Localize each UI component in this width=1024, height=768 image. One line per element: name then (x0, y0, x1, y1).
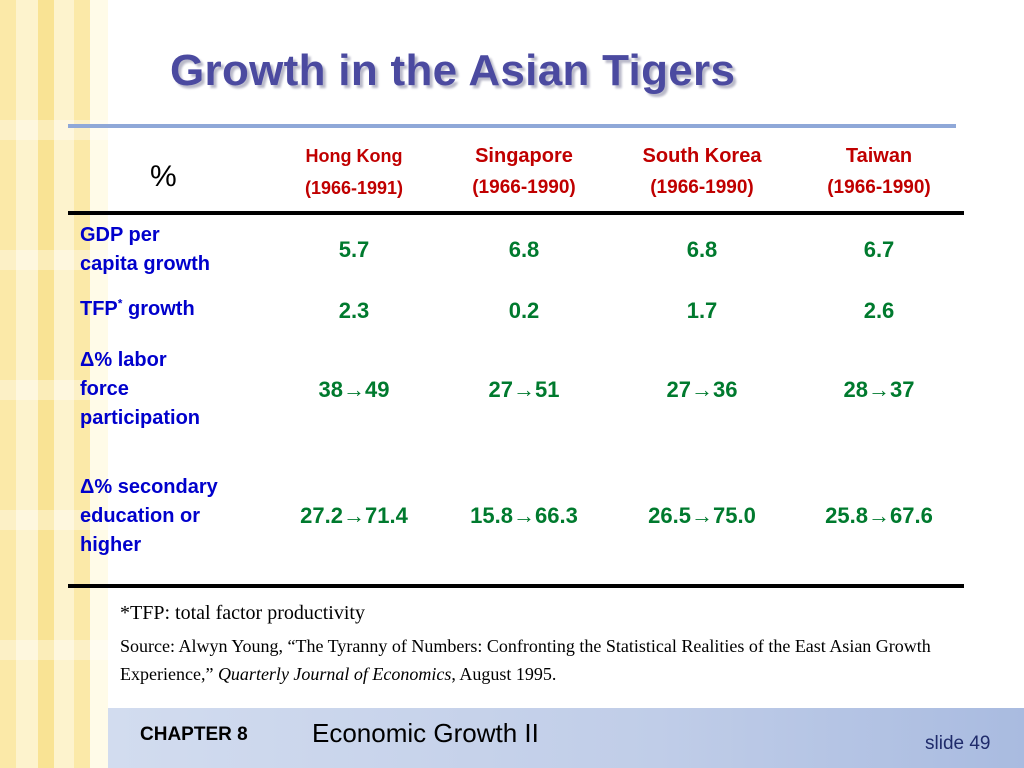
column-name: Hong Kong (305, 146, 403, 166)
chapter-title: Economic Growth II (312, 718, 539, 748)
table-cell: 6.7 (863, 237, 895, 262)
table-header-rule (68, 211, 964, 215)
row-label-line: education or (80, 505, 201, 527)
row-label-secondary-education: Δ% secondary education or higher (80, 473, 270, 560)
slide-number: slide 49 (925, 733, 991, 754)
table-cell: 27→36 (666, 377, 738, 402)
slide-title: Growth in the Asian Tigers (170, 46, 736, 95)
table-cell: 26.5→75.0 (648, 503, 756, 528)
row-label-line: Δ% secondary (80, 476, 218, 498)
source-text: Source: Alwyn Young, “The Tyranny of Num… (120, 636, 931, 684)
row-label-prefix: TFP (80, 298, 118, 320)
table-corner-label: % (150, 160, 177, 193)
table-cell: 2.3 (338, 298, 370, 323)
table-cell: 28→37 (843, 377, 915, 402)
table-cell: 38→49 (318, 377, 390, 402)
title-underline (68, 124, 956, 128)
table-cell: 6.8 (508, 237, 540, 262)
table-cell: 27→51 (488, 377, 560, 402)
tfp-footnote: *TFP: total factor productivity (120, 602, 365, 624)
table-cell: 1.7 (686, 298, 718, 323)
row-label-superscript: * (117, 296, 123, 311)
row-label-line: GDP per (80, 224, 160, 246)
column-name: Singapore (475, 145, 573, 167)
column-years: (1966-1990) (650, 177, 754, 198)
table-cell: 6.8 (686, 237, 718, 262)
column-header-south-korea: South Korea (1966-1990) (612, 142, 792, 202)
source-date: , August 1995. (451, 664, 557, 684)
column-header-hong-kong: Hong Kong (1966-1991) (268, 142, 440, 202)
row-label-suffix: growth (122, 298, 195, 320)
row-label-labor-force: Δ% labor force participation (80, 346, 270, 433)
table-cell: 0.2 (508, 298, 540, 323)
table-cell: 15.8→66.3 (470, 503, 578, 528)
table-cell: 25.8→67.6 (825, 503, 933, 528)
table-cell: 27.2→71.4 (300, 503, 408, 528)
chapter-label: CHAPTER 8 (140, 724, 248, 745)
table-cell: 2.6 (863, 298, 895, 323)
row-label-line: capita growth (80, 253, 211, 275)
row-label-line: force (80, 378, 129, 400)
column-header-singapore: Singapore (1966-1990) (445, 142, 603, 202)
table-cell: 5.7 (338, 237, 370, 262)
row-label-line: Δ% labor (80, 349, 167, 371)
column-name: South Korea (642, 145, 762, 167)
row-label-gdp-growth: GDP per capita growth (80, 221, 270, 279)
row-label-line: higher (80, 534, 142, 556)
row-label-tfp-growth: TFP* growth (80, 295, 270, 324)
column-years: (1966-1991) (304, 178, 404, 198)
footer-bar (108, 708, 1024, 768)
column-header-taiwan: Taiwan (1966-1990) (800, 142, 958, 202)
column-years: (1966-1990) (472, 177, 576, 198)
left-decoration (0, 0, 108, 768)
column-name: Taiwan (845, 145, 913, 167)
table-bottom-rule (68, 584, 964, 588)
row-label-line: participation (80, 407, 201, 429)
source-citation: Source: Alwyn Young, “The Tyranny of Num… (120, 632, 950, 688)
column-years: (1966-1990) (827, 177, 931, 198)
journal-name: Quarterly Journal of Economics (217, 664, 452, 684)
